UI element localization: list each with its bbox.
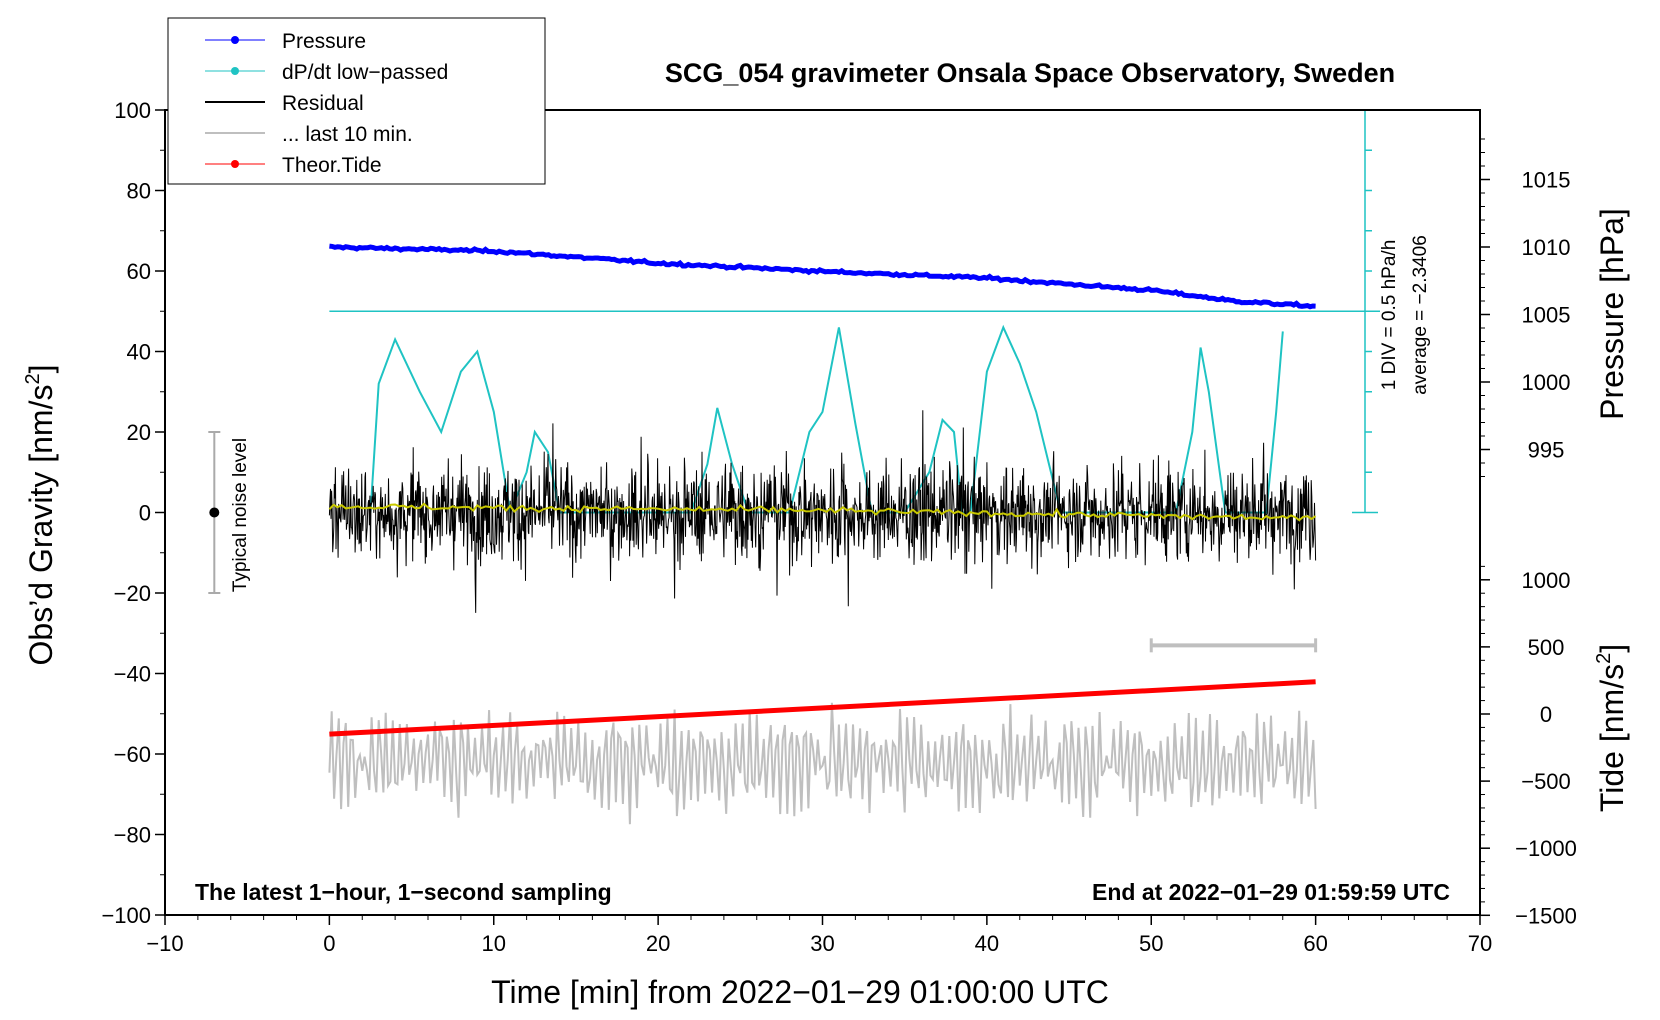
y-axis-label-left-end: ] xyxy=(23,365,59,374)
footer-right-note: End at 2022−01−29 01:59:59 UTC xyxy=(1092,879,1450,905)
legend-last10-label: ... last 10 min. xyxy=(282,123,413,146)
noise-level-dot xyxy=(209,507,220,518)
x-tick-label: 10 xyxy=(482,931,506,956)
chart-title: SCG_054 gravimeter Onsala Space Observat… xyxy=(665,58,1395,88)
legend-tide-label: Theor.Tide xyxy=(282,154,382,177)
legend-pressure-label: Pressure xyxy=(282,30,366,53)
y-tick-label: 100 xyxy=(114,98,151,123)
last10-series xyxy=(328,702,1317,825)
legend-dpdt-label: dP/dt low−passed xyxy=(282,61,448,84)
tide-tick-label: 1000 xyxy=(1522,568,1571,593)
y-axis-label-left: Obs’d Gravity [nm/s2] xyxy=(22,365,59,666)
legend-pressure-dot xyxy=(231,36,239,44)
x-tick-label: 40 xyxy=(975,931,999,956)
pressure-tick-label: 1005 xyxy=(1522,303,1571,328)
y-axis-label-left-sup: 2 xyxy=(22,373,44,384)
pressure-tick-label: 1010 xyxy=(1522,235,1571,260)
x-tick-label: 30 xyxy=(810,931,834,956)
last10-line xyxy=(328,702,1317,825)
y-tick-label: 0 xyxy=(139,501,151,526)
noise-level-label: Typical noise level xyxy=(230,438,251,592)
pressure-tick-label: 1000 xyxy=(1522,370,1571,395)
axes: −10 0 10 20 30 40 50 60 70−100−80−60−40−20020406… xyxy=(101,98,1576,956)
residual-mean-line xyxy=(328,502,1317,522)
pressure-series xyxy=(329,243,1316,310)
dpdt-scale-label: 1 DIV = 0.5 hPa/h xyxy=(1379,240,1400,391)
pressure-tick-label: 995 xyxy=(1528,438,1565,463)
reference-marks xyxy=(208,109,1380,653)
y-axis-label-tide-main: Tide [nm/s xyxy=(1594,664,1630,812)
legend: Pressure dP/dt low−passed Residual ... l… xyxy=(167,17,546,185)
footer-left-note: The latest 1−hour, 1−second sampling xyxy=(195,879,612,905)
x-tick-label: 50 xyxy=(1139,931,1163,956)
pressure-line xyxy=(329,243,1316,310)
x-axis-label: Time [min] from 2022−01−29 01:00:00 UTC xyxy=(491,974,1109,1010)
y-axis-label-left-main: Obs’d Gravity [nm/s xyxy=(23,385,59,666)
y-tick-label: −80 xyxy=(114,823,151,848)
tide-tick-label: −1000 xyxy=(1515,836,1577,861)
tide-series xyxy=(329,679,1316,737)
y-axis-label-tide-end: ] xyxy=(1594,644,1630,653)
tide-tick-label: −1500 xyxy=(1515,903,1577,928)
legend-dpdt-dot xyxy=(231,67,239,75)
legend-residual-label: Residual xyxy=(282,92,364,115)
residual-mean-series xyxy=(328,502,1317,522)
x-tick-label: 0 xyxy=(323,931,335,956)
tide-tick-label: 0 xyxy=(1540,702,1552,727)
tide-line xyxy=(329,679,1316,737)
x-tick-label: 60 xyxy=(1303,931,1327,956)
y-tick-label: −40 xyxy=(114,662,151,687)
y-tick-label: −100 xyxy=(101,903,151,928)
y-tick-label: 80 xyxy=(127,179,151,204)
pressure-tick-label: 1015 xyxy=(1522,168,1571,193)
y-axis-label-tide: Tide [nm/s2] xyxy=(1593,644,1630,812)
y-axis-label-tide-sup: 2 xyxy=(1593,653,1615,664)
y-axis-label-pressure: Pressure [hPa] xyxy=(1594,208,1630,420)
tide-tick-label: −500 xyxy=(1521,769,1571,794)
y-tick-label: 40 xyxy=(127,340,151,365)
y-tick-label: −60 xyxy=(114,742,151,767)
residual-line xyxy=(328,410,1317,613)
legend-tide-dot xyxy=(231,160,239,168)
y-tick-label: −20 xyxy=(114,581,151,606)
x-tick-label: 20 xyxy=(646,931,670,956)
x-tick-label: −10 xyxy=(146,931,183,956)
y-tick-label: 20 xyxy=(127,420,151,445)
x-tick-label: 70 xyxy=(1468,931,1492,956)
residual-series xyxy=(328,410,1317,613)
y-tick-label: 60 xyxy=(127,259,151,284)
dpdt-average-label: average = −2.3406 xyxy=(1410,235,1431,395)
tide-tick-label: 500 xyxy=(1528,635,1565,660)
